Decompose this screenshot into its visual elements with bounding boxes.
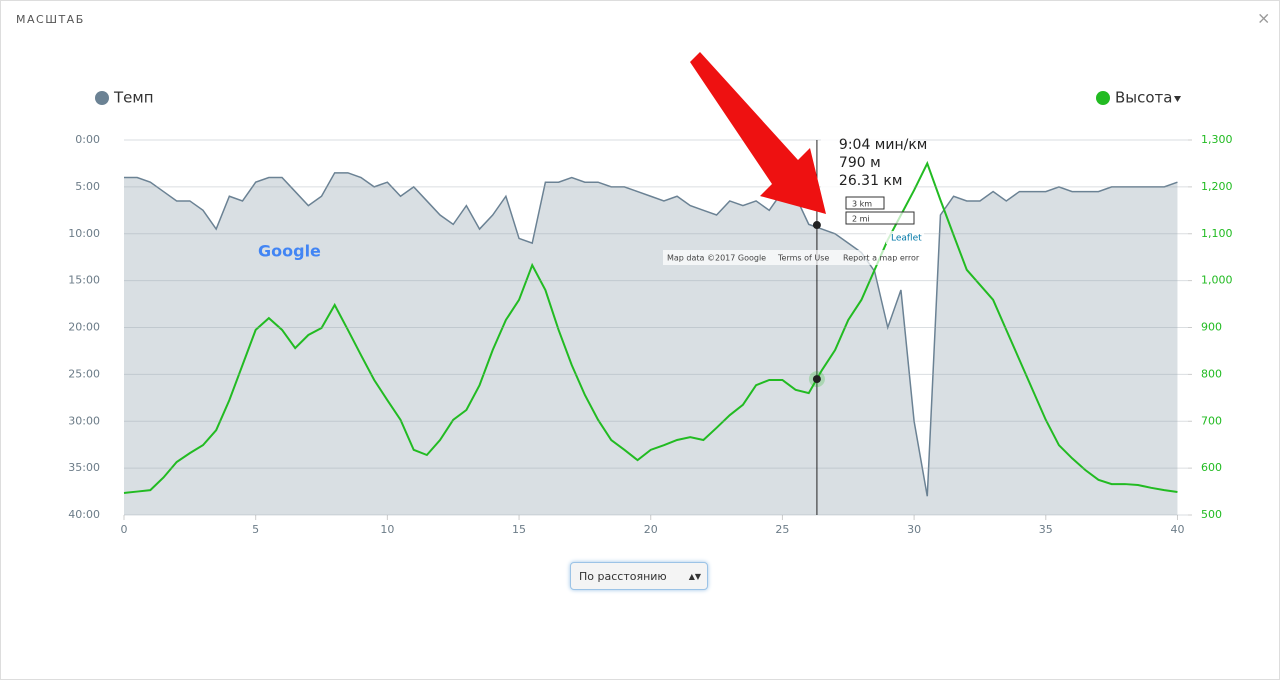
- y-tick-label: 15:00: [68, 274, 100, 287]
- y2-tick-label: 700: [1201, 414, 1222, 427]
- report-link[interactable]: Report a map error: [843, 254, 920, 263]
- legend-label[interactable]: Темп: [113, 89, 154, 107]
- red-arrow: [690, 52, 826, 214]
- scale-km: [845, 196, 885, 210]
- y-tick-label: 0:00: [75, 133, 100, 146]
- tooltip-text: 26.31 км: [839, 173, 903, 189]
- scale-mi: [845, 211, 915, 225]
- x-tick-label: 15: [512, 523, 526, 536]
- legend-marker: [95, 91, 109, 105]
- y-tick-label: 5:00: [75, 180, 100, 193]
- x-tick-label: 40: [1170, 523, 1184, 536]
- attribution-bg: [663, 250, 923, 265]
- dropdown-caret[interactable]: [1174, 96, 1181, 102]
- terms-link[interactable]: Terms of Use: [777, 254, 829, 263]
- x-tick-label: 20: [644, 523, 658, 536]
- select-arrows: ▲▼: [688, 572, 701, 581]
- y2-tick-label: 1,300: [1201, 133, 1233, 146]
- select-text: По расстоянию: [579, 570, 667, 583]
- y2-tick-label: 600: [1201, 461, 1222, 474]
- y-tick-label: 20:00: [68, 321, 100, 334]
- close-button[interactable]: ×: [1257, 9, 1270, 28]
- hover-point: [812, 375, 821, 384]
- map-logo: Google: [258, 242, 321, 261]
- x-tick-label: 5: [252, 523, 259, 536]
- y2-tick-label: 1,000: [1201, 274, 1233, 287]
- y-tick-label: 40:00: [68, 508, 100, 521]
- x-tick-label: 25: [775, 523, 789, 536]
- y-tick-label: 30:00: [68, 414, 100, 427]
- scale-mi-label: 2 mi: [852, 215, 870, 224]
- scale-km-label: 3 km: [852, 200, 872, 209]
- axis-select[interactable]: По расстоянию ▲▼: [570, 562, 708, 590]
- hover-point: [812, 221, 821, 230]
- leaflet-link[interactable]: Leaflet: [891, 234, 922, 244]
- y2-tick-label: 1,200: [1201, 180, 1233, 193]
- y-tick-label: 25:00: [68, 367, 100, 380]
- x-tick-label: 0: [121, 523, 128, 536]
- leaflet-bg: [886, 231, 924, 244]
- attribution: Map data ©2017 Google: [667, 254, 766, 263]
- legend-marker: [1096, 91, 1110, 105]
- series-area: [124, 172, 1178, 515]
- tooltip-bg: [820, 136, 913, 188]
- series-line: [123, 160, 1178, 494]
- y2-tick-label: 900: [1201, 321, 1222, 334]
- y-tick-label: 35:00: [68, 461, 100, 474]
- y2-tick-label: 1,100: [1201, 227, 1233, 240]
- x-tick-label: 35: [1039, 523, 1053, 536]
- tooltip-text: 9:04 мин/км: [839, 137, 927, 153]
- series-line: [124, 172, 1178, 497]
- tooltip-text: 790 м: [839, 155, 881, 171]
- y2-tick-label: 800: [1201, 367, 1222, 380]
- y-tick-label: 10:00: [68, 227, 100, 240]
- modal-title: МАСШТАБ: [16, 13, 85, 26]
- y2-tick-label: 500: [1201, 508, 1222, 521]
- legend-label[interactable]: Высота: [1115, 89, 1173, 107]
- x-tick-label: 10: [380, 523, 394, 536]
- x-tick-label: 30: [907, 523, 921, 536]
